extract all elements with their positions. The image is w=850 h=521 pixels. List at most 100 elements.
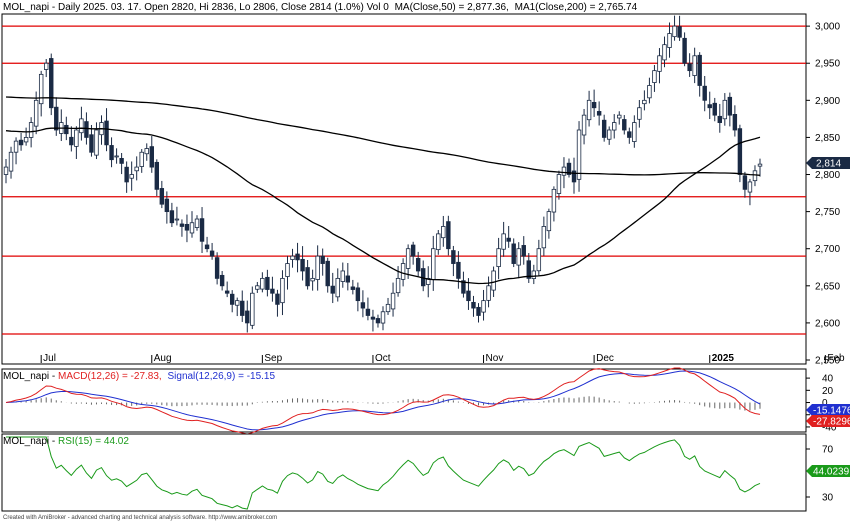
candle-body: [169, 210, 175, 224]
candle-body: [345, 275, 351, 283]
candle-body: [360, 302, 366, 309]
candle-body: [566, 162, 572, 175]
candle-body: [245, 310, 250, 324]
candle-body: [365, 308, 371, 316]
candle-body: [466, 290, 471, 302]
candle-body: [506, 237, 511, 242]
ma200-line: [5, 96, 761, 176]
candle-body: [64, 124, 69, 135]
candle-body: [627, 131, 632, 138]
candle-body: [199, 218, 205, 242]
candle-body: [240, 300, 245, 316]
candle-body: [496, 248, 501, 267]
candle-body: [154, 161, 160, 190]
candle-body: [441, 226, 446, 239]
macd-y-tick-label: 40: [822, 374, 834, 385]
candle-body: [144, 148, 149, 155]
candle-body: [335, 277, 340, 298]
candle-body: [260, 277, 265, 290]
macd-prefix: MOL_napi -: [3, 371, 58, 382]
macd-badge: -27.8296: [806, 415, 850, 428]
candle-body: [300, 258, 305, 272]
rsi-badge-label: 44.0239: [813, 467, 850, 478]
candle-body: [647, 85, 652, 99]
candle-body: [310, 277, 315, 282]
price-y-tick-label: 2,750: [815, 207, 840, 218]
footer-credit: Created with AmiBroker - advanced charti…: [3, 515, 277, 521]
candle-body: [606, 129, 612, 140]
price-symbol-text: MOL_napi - Daily 2025. 03. 17. Open 2820…: [3, 2, 389, 13]
candle-body: [707, 104, 712, 109]
candle-body: [697, 54, 702, 86]
signal-badge: -15.1476: [806, 404, 850, 417]
candle-body: [410, 244, 416, 257]
macd-y-tick-label: -40: [822, 422, 837, 433]
candle-body: [355, 287, 361, 302]
price-y-tick-label: 2,550: [815, 356, 840, 367]
candle-body: [295, 253, 300, 261]
candle-body: [446, 221, 451, 250]
x-tick-label: Dec: [596, 353, 614, 364]
candle-body: [385, 303, 391, 313]
price-y-tick-label: 3,000: [815, 22, 840, 33]
candle-body: [8, 151, 14, 172]
candle-body: [13, 140, 19, 153]
candle-body: [717, 115, 722, 123]
candle-body: [451, 250, 456, 264]
macd-histogram: [10, 396, 761, 411]
last-close-badge: 2,814: [806, 157, 850, 170]
x-tick-label: Aug: [154, 353, 172, 364]
candle-body: [139, 151, 144, 167]
rsi-y-tick-label: 30: [822, 493, 834, 504]
candle-body: [189, 222, 195, 234]
price-y-tick-label: 2,600: [815, 318, 840, 329]
x-tick-label: Oct: [375, 353, 391, 364]
macd-y-tick-label: 20: [822, 386, 834, 397]
candle-body: [722, 99, 728, 120]
candle-body: [712, 102, 717, 116]
candle-body: [119, 158, 124, 164]
candle-body: [536, 248, 542, 272]
candle-body: [732, 114, 738, 131]
candle-body: [275, 293, 280, 305]
candle-body: [652, 70, 657, 83]
macd-y-tick-label: 0: [822, 398, 828, 409]
candle-body: [49, 58, 54, 109]
candle-body: [456, 261, 461, 279]
macd-line: [5, 367, 761, 435]
candle-body: [637, 107, 642, 120]
candle-body: [159, 188, 165, 205]
candle-body: [114, 155, 119, 158]
candle-body: [370, 316, 376, 320]
candle-body: [556, 174, 562, 194]
x-tick-label: Jul: [43, 353, 56, 364]
candle-body: [224, 290, 230, 294]
candle-body: [747, 181, 753, 193]
ma50-text: MA(Close,50) = 2,877.36,: [395, 2, 509, 13]
candle-body: [44, 62, 49, 70]
candle-body: [265, 276, 270, 290]
ma200-text: MA1(Close,200) = 2,765.74: [515, 2, 638, 13]
candle-body: [94, 129, 99, 156]
macd-header: MOL_napi - MACD(12,26) = -27.83, Signal(…: [3, 371, 275, 382]
candle-body: [129, 174, 134, 179]
candle-body: [431, 248, 436, 281]
candle-body: [757, 163, 763, 167]
candle-body: [612, 122, 617, 131]
candle-body: [687, 63, 692, 72]
candle-body: [561, 166, 567, 176]
candle-body: [752, 170, 758, 182]
candle-body: [38, 73, 44, 105]
candle-body: [229, 293, 235, 305]
candle-body: [315, 255, 320, 280]
candle-body: [657, 55, 662, 72]
candle-body: [350, 286, 356, 290]
rsi-line: [6, 436, 761, 510]
candle-body: [235, 300, 240, 306]
signal-badge-label: -15.1476: [813, 406, 850, 417]
candle-body: [586, 99, 592, 121]
candle-body: [164, 198, 170, 213]
candle-body: [3, 166, 9, 175]
candle-body: [486, 285, 491, 301]
